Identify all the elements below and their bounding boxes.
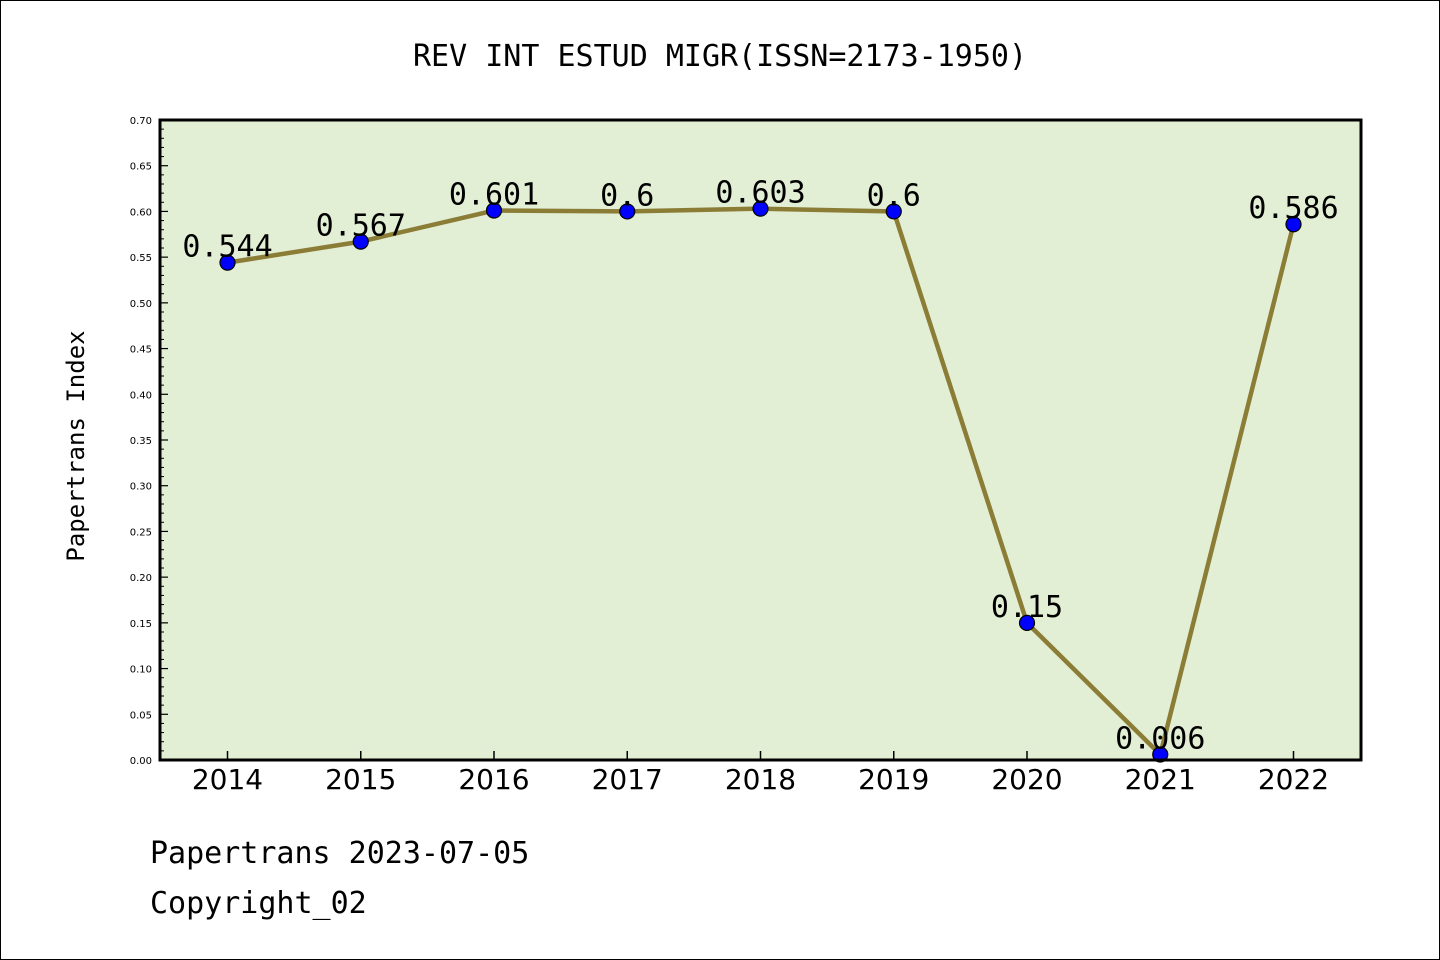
- data-label: 0.544: [182, 230, 272, 265]
- y-tick-label: 0.50: [130, 299, 152, 310]
- x-tick-label: 2019: [858, 763, 929, 796]
- y-tick-label: 0.40: [130, 390, 152, 401]
- y-tick-label: 0.30: [130, 482, 152, 493]
- plot-area: [160, 120, 1361, 760]
- y-tick-label: 0.55: [130, 253, 152, 264]
- x-tick-label: 2018: [725, 763, 796, 796]
- y-tick-label: 0.15: [130, 619, 152, 630]
- data-labels: 0.544 0.567 0.601 0.6 0.603 0.6 0.15 0.006 0.586: [182, 176, 1338, 757]
- data-label: 0.6: [600, 178, 654, 213]
- data-point: [485, 202, 503, 219]
- x-tick-label: 2015: [325, 763, 396, 796]
- y-tick-label: 0.45: [130, 345, 152, 356]
- data-label: 0.586: [1248, 191, 1338, 226]
- data-label: 0.15: [991, 590, 1063, 625]
- x-tick-label: 2021: [1125, 763, 1196, 796]
- data-point: [219, 254, 236, 271]
- plot-border: [158, 118, 1363, 762]
- data-label: 0.006: [1115, 722, 1205, 757]
- data-point: [619, 203, 636, 220]
- x-tick-label: 2020: [991, 763, 1062, 796]
- x-tick-label: 2016: [458, 763, 529, 796]
- data-label: 0.567: [316, 209, 406, 244]
- y-tick-label: 0.10: [130, 665, 152, 676]
- y-tick-label: 0.35: [130, 436, 152, 447]
- y-tick-label: 0.25: [130, 527, 152, 538]
- y-tick-label: 0.70: [130, 116, 152, 127]
- data-point: [1018, 614, 1036, 631]
- data-point: [1152, 746, 1169, 763]
- data-label: 0.601: [449, 178, 539, 213]
- data-point: [752, 200, 769, 217]
- chart-title: REV INT ESTUD MIGR(ISSN=2173-1950): [413, 39, 1027, 74]
- y-axis-label: Papertrans Index: [62, 330, 90, 561]
- y-axis: 0.00 0.05 0.10 0.15 0.20 0.25 0.30 0.35 0.40 0.45…: [130, 116, 168, 767]
- data-point: [352, 233, 369, 250]
- x-tick-label: 2022: [1258, 763, 1329, 796]
- y-tick-label: 0.00: [130, 756, 152, 767]
- data-label: 0.6: [867, 178, 921, 213]
- x-axis: 2014 2015 2016 2017 2018 2019 2020 2021 2022: [192, 751, 1329, 796]
- x-tick-label: 2017: [592, 763, 663, 796]
- data-label: 0.603: [715, 176, 805, 211]
- y-tick-label: 0.65: [130, 162, 152, 173]
- y-tick-label: 0.20: [130, 573, 152, 584]
- y-tick-label: 0.60: [130, 207, 152, 218]
- data-point: [885, 203, 902, 220]
- data-point: [1285, 216, 1302, 233]
- x-tick-label: 2014: [192, 763, 263, 796]
- y-tick-label: 0.05: [130, 710, 152, 721]
- data-markers: [219, 200, 1302, 763]
- footer-date: Papertrans 2023-07-05: [150, 836, 530, 871]
- footer-copyright: Copyright_02: [150, 886, 367, 921]
